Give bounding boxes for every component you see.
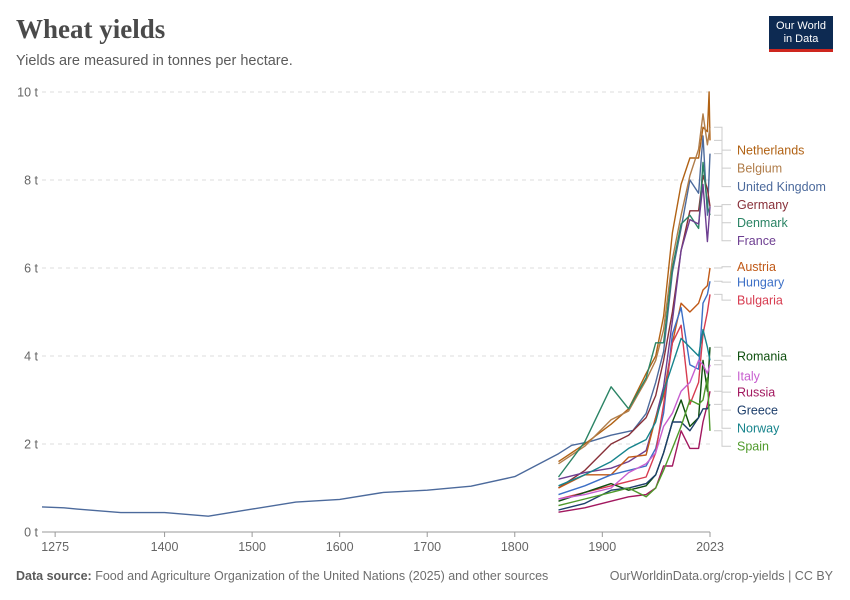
series-label-italy: Italy (737, 370, 761, 384)
series-label-france: France (737, 234, 776, 248)
y-tick-label: 10 t (17, 86, 38, 100)
license-text: | CC BY (788, 569, 833, 583)
series-label-belgium: Belgium (737, 162, 782, 176)
source-link[interactable]: OurWorldinData.org/crop-yields (609, 569, 785, 583)
series-label-spain: Spain (737, 440, 769, 454)
series-line-romania (558, 347, 711, 502)
data-source-note: Data source: Food and Agriculture Organi… (16, 569, 548, 583)
series-label-denmark: Denmark (737, 216, 788, 230)
series-line-united-kingdom (41, 135, 711, 517)
label-connector (714, 280, 731, 283)
x-tick-label: 1500 (238, 540, 266, 554)
label-connector (714, 266, 731, 269)
series-label-austria: Austria (737, 260, 776, 274)
y-tick-label: 6 t (24, 262, 38, 276)
label-connector (714, 205, 731, 242)
source-text: Food and Agriculture Organization of the… (95, 569, 549, 583)
series-line-norway (558, 328, 711, 487)
series-line-germany (558, 174, 711, 489)
series-label-russia: Russia (737, 386, 775, 400)
label-connector (714, 346, 731, 357)
series-label-hungary: Hungary (737, 276, 785, 290)
y-tick-label: 8 t (24, 174, 38, 188)
label-connector (714, 359, 731, 429)
y-tick-label: 0 t (24, 526, 38, 540)
x-tick-label: 1800 (501, 540, 529, 554)
x-tick-label: 1900 (588, 540, 616, 554)
label-connector (714, 293, 731, 301)
source-label: Data source: (16, 569, 92, 583)
series-line-russia (558, 391, 711, 513)
chart-subtitle: Yields are measured in tonnes per hectar… (16, 53, 293, 69)
series-line-france (558, 183, 711, 480)
logo-line-1: Our World (776, 19, 826, 32)
series-label-netherlands: Netherlands (737, 144, 804, 158)
footer-credits: OurWorldinData.org/crop-yields | CC BY (610, 569, 833, 583)
series-line-italy (558, 359, 711, 500)
x-tick-label: 1600 (326, 540, 354, 554)
owid-logo[interactable]: Our World in Data (769, 16, 833, 52)
label-connector (714, 153, 731, 188)
x-tick-label: 1400 (151, 540, 179, 554)
series-label-romania: Romania (737, 350, 787, 364)
series-line-spain (558, 377, 711, 507)
series-label-greece: Greece (737, 404, 778, 418)
y-tick-label: 4 t (24, 350, 38, 364)
series-label-united-kingdom: United Kingdom (737, 180, 826, 194)
series-line-hungary (558, 281, 711, 496)
chart-title: Wheat yields (16, 14, 166, 44)
series-label-germany: Germany (737, 198, 789, 212)
logo-line-2: in Data (783, 32, 819, 45)
x-tick-label: 1700 (413, 540, 441, 554)
series-line-denmark (557, 161, 711, 478)
x-tick-label: 1275 (41, 540, 69, 554)
label-connector (714, 126, 731, 169)
x-tick-label: 2023 (696, 540, 724, 554)
series-label-bulgaria: Bulgaria (737, 294, 783, 308)
label-connector (714, 430, 731, 447)
series-label-norway: Norway (737, 422, 780, 436)
y-tick-label: 2 t (24, 438, 38, 452)
series-line-greece (558, 404, 711, 511)
series-line-belgium (558, 113, 711, 465)
